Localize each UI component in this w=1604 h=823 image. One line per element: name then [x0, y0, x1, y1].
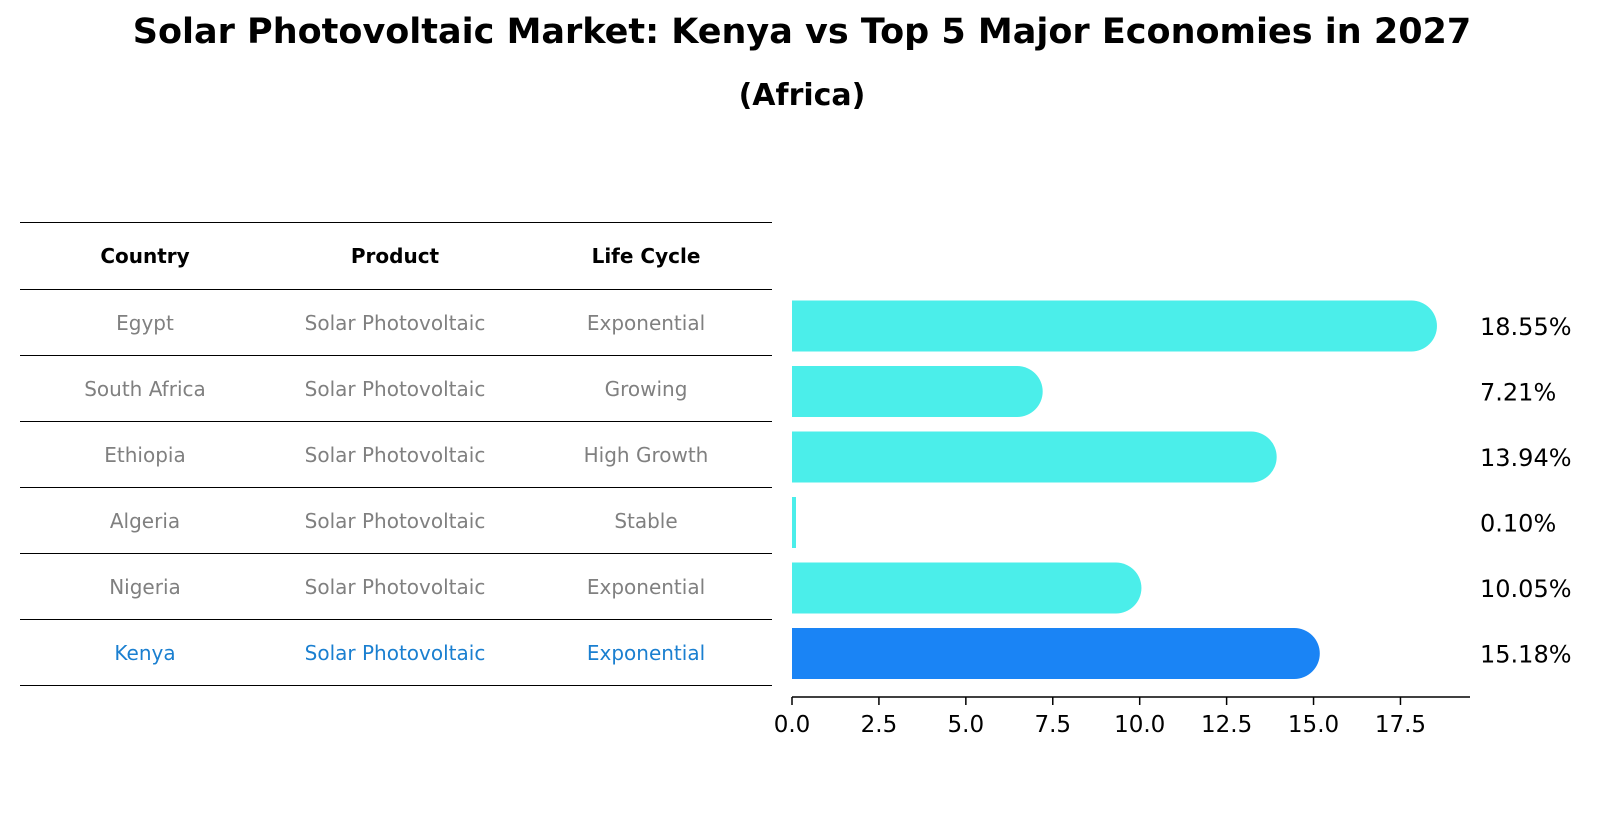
chart-subtitle: (Africa)	[738, 78, 866, 113]
country-cell: Nigeria	[109, 574, 181, 599]
value-label-nigeria: 10.05%	[1480, 575, 1572, 603]
x-tick-label: 15.0	[1288, 712, 1339, 738]
bar-ethiopia	[792, 431, 1277, 483]
table-row: Nigeria Solar Photovoltaic Exponential	[20, 554, 772, 620]
column-header-life-cycle: Life Cycle	[591, 244, 701, 268]
table-row: South Africa Solar Photovoltaic Growing	[20, 356, 772, 422]
x-tick-label: 0.0	[774, 712, 811, 738]
table-row: Ethiopia Solar Photovoltaic High Growth	[20, 422, 772, 488]
product-cell: Solar Photovoltaic	[304, 442, 486, 467]
product-cell: Solar Photovoltaic	[304, 310, 486, 335]
column-header-product: Product	[350, 244, 440, 268]
life-cycle-cell: Exponential	[586, 574, 706, 599]
table-header-row: Country Product Life Cycle	[20, 222, 772, 290]
product-cell: Solar Photovoltaic	[304, 376, 486, 401]
table-row: Egypt Solar Photovoltaic Exponential	[20, 290, 772, 356]
country-cell: Ethiopia	[104, 442, 186, 467]
bar-south-africa	[792, 366, 1043, 417]
life-cycle-cell: Stable	[614, 508, 678, 533]
chart-title: Solar Photovoltaic Market: Kenya vs Top …	[132, 12, 1472, 52]
life-cycle-cell: Growing	[604, 376, 688, 401]
x-tick-label: 10.0	[1114, 712, 1165, 738]
bar-algeria	[792, 497, 796, 548]
data-table: Country Product Life Cycle Egypt Solar P…	[20, 222, 772, 686]
product-cell: Solar Photovoltaic	[304, 574, 486, 599]
bar-egypt	[792, 300, 1437, 352]
value-label-south-africa: 7.21%	[1480, 379, 1556, 407]
life-cycle-cell: Exponential	[586, 640, 706, 665]
value-label-algeria: 0.10%	[1480, 510, 1556, 538]
bar-kenya	[792, 628, 1320, 679]
table-row: Algeria Solar Photovoltaic Stable	[20, 488, 772, 554]
column-header-country: Country	[100, 244, 190, 268]
x-tick-label: 5.0	[948, 712, 985, 738]
life-cycle-cell: High Growth	[583, 442, 709, 467]
x-tick-label: 2.5	[861, 712, 898, 738]
life-cycle-cell: Exponential	[586, 310, 706, 335]
country-cell: Egypt	[116, 310, 174, 335]
product-cell: Solar Photovoltaic	[304, 508, 486, 533]
bar-nigeria	[792, 562, 1142, 614]
country-cell: Algeria	[109, 508, 181, 533]
x-tick-label: 12.5	[1201, 712, 1252, 738]
table-row-highlight: Kenya Solar Photovoltaic Exponential	[20, 620, 772, 686]
value-label-ethiopia: 13.94%	[1480, 444, 1572, 472]
value-label-kenya: 15.18%	[1480, 641, 1572, 669]
country-cell: Kenya	[114, 640, 176, 665]
x-tick-label: 7.5	[1034, 712, 1071, 738]
value-label-egypt: 18.55%	[1480, 313, 1572, 341]
country-cell: South Africa	[84, 376, 206, 401]
x-tick-label: 17.5	[1375, 712, 1426, 738]
product-cell: Solar Photovoltaic	[304, 640, 486, 665]
